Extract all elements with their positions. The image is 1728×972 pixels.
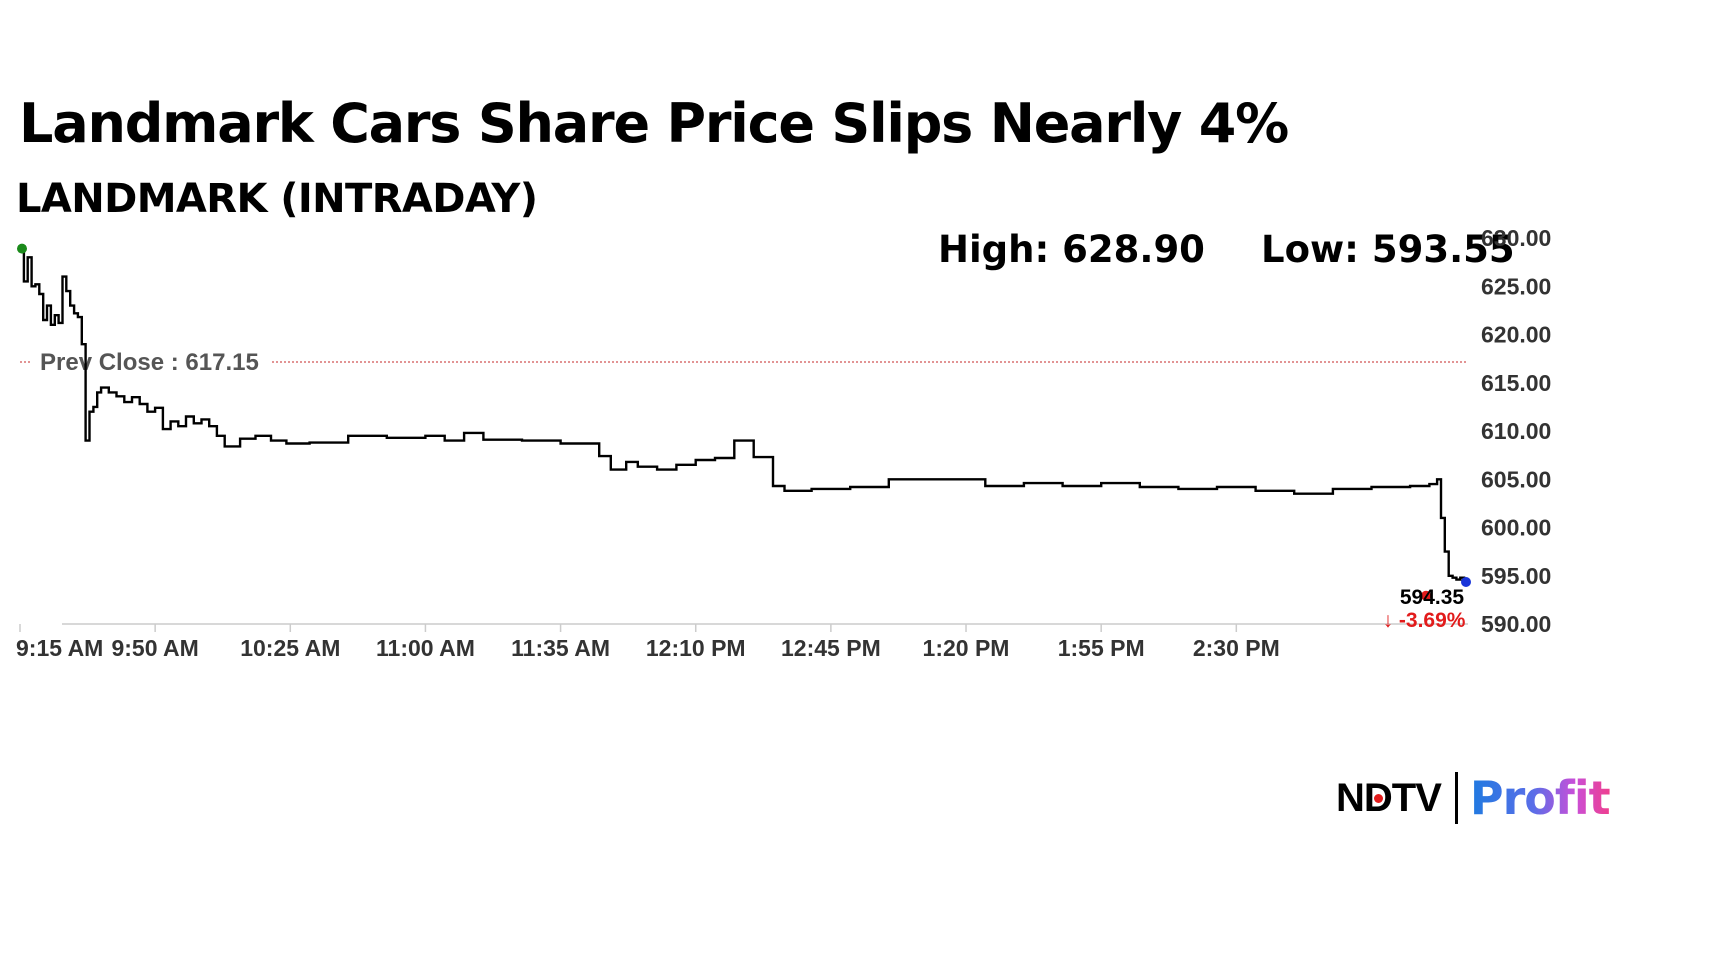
x-tick-label: 12:45 PM: [781, 635, 881, 661]
ndtv-profit-logo: NDTV Profit: [1336, 770, 1611, 826]
day-high-stat: High: 628.90: [938, 228, 1205, 271]
y-tick-label: 615.00: [1481, 370, 1551, 396]
chart-title: Landmark Cars Share Price Slips Nearly 4…: [19, 92, 1289, 155]
low-price-marker: [1421, 590, 1431, 601]
y-tick-label: 620.00: [1481, 322, 1551, 348]
x-tick-label: 10:25 AM: [240, 635, 340, 661]
y-tick-label: 625.00: [1481, 273, 1551, 299]
last-price-label: 594.35: [1400, 586, 1465, 609]
logo-red-dot: [1374, 794, 1383, 803]
open-price-marker: [17, 243, 27, 254]
y-tick-label: 630.00: [1481, 225, 1551, 251]
x-tick-label: 2:30 PM: [1193, 635, 1280, 661]
x-tick-label: 11:35 AM: [511, 635, 610, 661]
y-tick-label: 600.00: [1481, 515, 1551, 541]
x-tick-label: 1:20 PM: [923, 635, 1010, 661]
x-tick-label: 11:00 AM: [376, 635, 475, 661]
x-tick-label: 9:15 AM: [16, 635, 103, 661]
x-tick-label: 9:50 AM: [111, 635, 198, 661]
y-tick-label: 590.00: [1481, 611, 1551, 637]
x-axis: 9:15 AM 9:50 AM 10:25 AM 11:00 AM 11:35 AM 12…: [16, 624, 1280, 661]
y-tick-label: 605.00: [1481, 466, 1551, 492]
logo-profit-text: Profit: [1469, 771, 1611, 825]
chart-subtitle: LANDMARK (INTRADAY): [16, 176, 538, 222]
y-axis: 630.00 625.00 620.00 615.00 610.00 605.00 600.…: [1481, 225, 1551, 637]
logo-ndtv-text: NDTV: [1336, 775, 1442, 820]
day-low-stat: Low: 593.55: [1261, 228, 1515, 271]
last-price-marker: [1461, 577, 1471, 588]
y-tick-label: 595.00: [1481, 563, 1551, 589]
y-tick-label: 610.00: [1481, 418, 1551, 444]
change-percent-label: ↓ -3.69%: [1383, 609, 1466, 632]
prev-close-label: Prev Close : 617.15: [40, 349, 259, 376]
price-series-line: [20, 247, 1470, 582]
x-tick-label: 12:10 PM: [646, 635, 746, 661]
prev-close-label-bg: [32, 348, 270, 377]
logo-divider: [1454, 772, 1458, 824]
x-tick-label: 1:55 PM: [1058, 635, 1145, 661]
